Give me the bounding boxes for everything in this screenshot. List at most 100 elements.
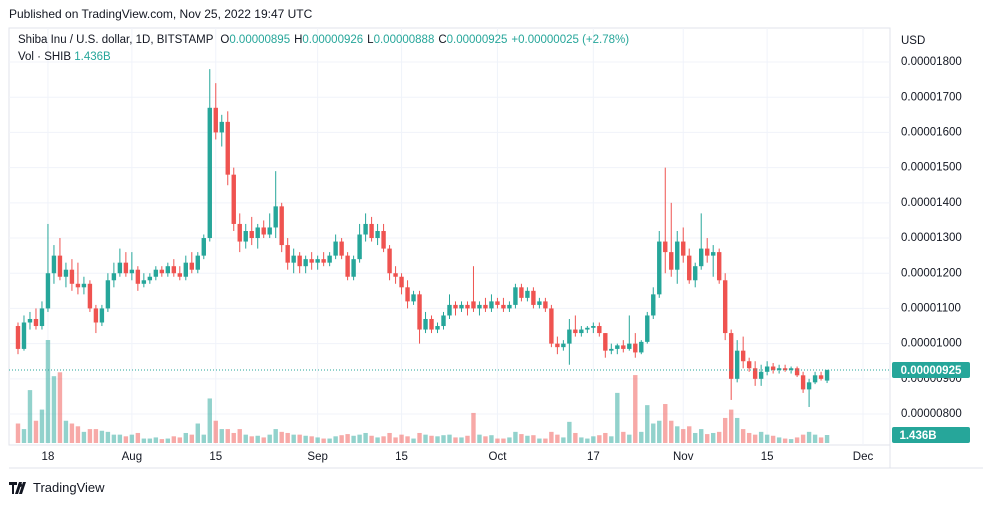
volume-bar — [495, 438, 500, 443]
volume-bar — [669, 420, 674, 443]
volume-bar — [45, 340, 51, 443]
volume-bar — [561, 437, 566, 443]
candle-body — [728, 333, 734, 379]
candle-body — [615, 345, 620, 349]
volume-bar — [33, 420, 39, 443]
x-tick-label: 15 — [761, 451, 774, 463]
ohlc-value: 0.00000888 — [373, 34, 435, 46]
candle-body — [824, 370, 830, 381]
legend: Shiba Inu / U.S. dollar, 1D, BITSTAMP O0… — [18, 34, 629, 68]
candle-body — [381, 230, 386, 249]
x-tick-label: 15 — [395, 451, 408, 463]
volume-bar — [285, 432, 290, 443]
candle-body — [309, 259, 314, 263]
candle-body — [255, 227, 260, 239]
candle-body — [693, 266, 698, 281]
volume-bar — [315, 437, 320, 443]
volume-bar — [423, 434, 428, 443]
volume-bar — [429, 435, 434, 443]
volume-bar — [309, 436, 314, 443]
candle-body — [453, 304, 458, 309]
volume-bar — [806, 431, 812, 443]
last-price-box — [892, 362, 970, 379]
volume-bar — [381, 436, 386, 443]
volume-bar — [477, 434, 482, 443]
candle-body — [141, 280, 147, 284]
candle-body — [585, 327, 590, 330]
candle-body — [525, 290, 530, 298]
axes: 0.000008000.000009000.000010000.00001100… — [9, 56, 970, 463]
volume-bar — [339, 435, 344, 443]
candle-body — [639, 341, 644, 353]
volume-bar — [111, 434, 117, 443]
volume-bar — [728, 409, 734, 443]
x-tick-label: Aug — [122, 451, 142, 463]
volume-bar — [261, 437, 266, 443]
candle-body — [531, 290, 536, 305]
candle-body — [627, 343, 632, 349]
volume-bar — [201, 434, 206, 443]
ohlc-key: L — [367, 34, 374, 46]
candle-body — [788, 368, 794, 371]
candle-body — [315, 259, 320, 263]
volume-bar — [21, 429, 27, 443]
candle-body — [225, 121, 230, 175]
volume-bar — [135, 432, 141, 443]
symbol: Shiba Inu / U.S. dollar, 1D, BITSTAMP — [18, 34, 214, 46]
volume-bar — [537, 438, 542, 443]
volume-bar — [15, 423, 21, 443]
candle-body — [681, 241, 686, 256]
volume-bar — [213, 420, 218, 443]
volume-bar — [39, 409, 45, 443]
x-tick-label: 15 — [209, 451, 222, 463]
volume-bar — [645, 405, 650, 443]
candle-body — [633, 343, 638, 353]
volume-bar — [417, 432, 422, 443]
volume-bar — [369, 435, 374, 443]
y-tick-label: 0.00000800 — [901, 408, 962, 420]
candle-body — [231, 174, 236, 224]
candle-body — [165, 266, 171, 274]
volume-bar — [357, 434, 362, 443]
volume-bar — [237, 429, 242, 443]
volume-bar — [633, 375, 638, 443]
candle-body — [495, 301, 500, 305]
volume-bar — [734, 417, 740, 443]
candle-body — [471, 301, 476, 309]
candle-body — [459, 304, 464, 309]
volume-bar — [171, 436, 177, 443]
y-tick-label: 0.00001200 — [901, 267, 962, 279]
volume-bar — [399, 434, 404, 443]
volume-bar — [435, 436, 440, 443]
y-tick-label: 0.00001500 — [901, 162, 962, 174]
volume-bar — [513, 431, 518, 443]
candle-body — [273, 206, 278, 228]
candle-body — [375, 230, 380, 239]
volume-bar — [231, 432, 236, 443]
candle-body — [135, 269, 141, 284]
candle-body — [249, 230, 254, 239]
volume-bar — [207, 398, 212, 443]
candle-body — [746, 361, 752, 369]
volume-bar — [609, 436, 614, 443]
candle-body — [621, 345, 626, 349]
volume-bar — [770, 435, 776, 443]
volume-bar — [483, 436, 488, 443]
change: +0.00000025 (+2.78%) — [511, 34, 630, 46]
candle-body — [447, 304, 452, 316]
candle-body — [291, 255, 296, 263]
legend-row: Vol · SHIB 1.436B — [18, 51, 629, 68]
volume-bar — [818, 437, 824, 443]
candle-body — [357, 234, 362, 260]
candle-body — [657, 241, 662, 295]
candle-body — [297, 255, 302, 267]
y-tick-label: 0.00001300 — [901, 232, 962, 244]
volume-label-box — [892, 427, 970, 444]
candle-body — [45, 273, 51, 309]
volume-bar — [794, 437, 800, 443]
plot-frame — [8, 27, 891, 446]
candle-body — [363, 223, 368, 235]
candle-body — [543, 301, 548, 309]
candle-body — [465, 304, 470, 309]
candle-body — [153, 269, 159, 277]
